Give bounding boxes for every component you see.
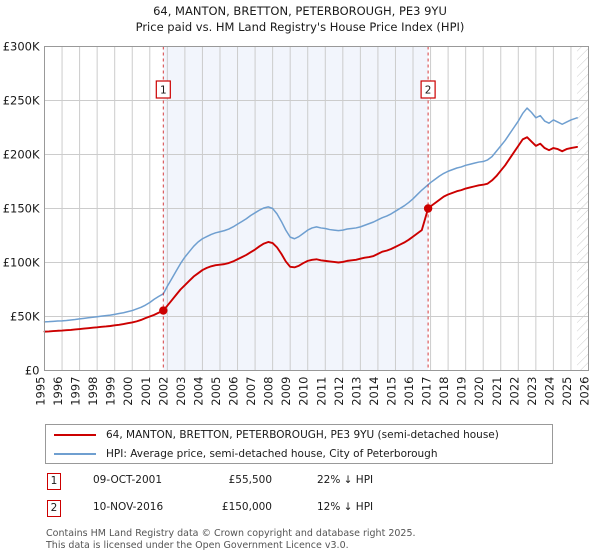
x-axis-tick-label: 2006 <box>227 377 241 406</box>
footer-line-2: This data is licensed under the Open Gov… <box>46 539 349 551</box>
x-axis-tick-label: 2009 <box>279 377 293 406</box>
transaction-delta-2: 12% ↓ HPI <box>317 501 374 513</box>
x-axis-tick-label: 2017 <box>420 377 434 406</box>
x-axis-tick-label: 2005 <box>209 377 223 406</box>
x-axis-tick-label: 1996 <box>51 377 65 406</box>
x-axis-tick-label: 1998 <box>86 377 100 406</box>
y-axis-tick-label: £250K <box>3 94 40 108</box>
transaction-badge-1: 1 <box>47 473 61 490</box>
x-axis-tick-label: 2007 <box>244 377 258 406</box>
y-axis-tick-label: £50K <box>10 310 40 324</box>
x-axis-tick-label: 2024 <box>542 377 556 406</box>
y-axis-tick-label: £100K <box>3 256 40 270</box>
marker-badge-box <box>420 80 436 99</box>
footer-line-1: Contains HM Land Registry data © Crown c… <box>46 528 416 539</box>
x-axis-tick-label: 2002 <box>156 377 170 406</box>
transaction-date-1: 09-OCT-2001 <box>93 474 162 486</box>
x-axis-tick-label: 2011 <box>314 377 328 406</box>
x-axis-tick-label: 2013 <box>349 377 363 406</box>
series-hpi <box>43 107 578 323</box>
x-axis-tick-label: 2018 <box>437 377 451 406</box>
y-axis-tick-label: £200K <box>3 148 40 162</box>
x-axis-tick-label: 2014 <box>367 377 381 406</box>
legend-item-hpi: HPI: Average price, semi-detached house,… <box>46 444 552 463</box>
transaction-price-2: £150,000 <box>221 501 272 513</box>
x-axis-tick-label: 1999 <box>104 377 118 406</box>
x-axis-tick-label: 2019 <box>455 377 469 406</box>
transaction-row-1[interactable]: 1 09-OCT-2001 £55,500 22% ↓ HPI <box>45 473 553 495</box>
legend-swatch-hpi <box>54 452 96 455</box>
transaction-delta-1: 22% ↓ HPI <box>317 474 374 486</box>
transaction-price-1: £55,500 <box>228 474 272 486</box>
transaction-date-2: 10-NOV-2016 <box>93 501 164 513</box>
y-axis-tick-label: £0 <box>25 364 40 378</box>
chart-title-line-2: Price paid vs. HM Land Registry's House … <box>135 20 465 34</box>
price-history-plot: £0 £50K £100K £150K £200K £250K £300K 1995 1996 1… <box>3 40 592 406</box>
x-axis-tick-label: 2003 <box>174 377 188 406</box>
legend-label-price-paid: 64, MANTON, BRETTON, PETERBOROUGH, PE3 9… <box>106 428 499 441</box>
sale-marker-dot <box>159 306 168 315</box>
chart-title-line-1: 64, MANTON, BRETTON, PETERBOROUGH, PE3 9… <box>153 4 447 18</box>
y-axis-tick-label: £150K <box>3 202 40 216</box>
y-axis-tick-label: £300K <box>3 40 40 54</box>
x-axis-tick-label: 2008 <box>262 377 276 406</box>
x-axis-tick-label: 2021 <box>490 377 504 406</box>
transaction-row-2[interactable]: 2 10-NOV-2016 £150,000 12% ↓ HPI <box>45 500 553 522</box>
x-axis-tick-label: 2004 <box>191 377 205 406</box>
marker-badge-box <box>155 80 171 99</box>
x-axis-tick-label: 2012 <box>332 377 346 406</box>
marker-badge-label: 1 <box>160 85 167 97</box>
series-price-paid <box>43 136 579 333</box>
x-axis-tick-label: 2010 <box>297 377 311 406</box>
chart-legend: 64, MANTON, BRETTON, PETERBOROUGH, PE3 9… <box>45 424 553 464</box>
x-axis-tick-label: 1997 <box>69 377 83 406</box>
x-axis-tick-label: 2016 <box>402 377 416 406</box>
x-axis-tick-label: 2022 <box>507 377 521 406</box>
legend-label-hpi: HPI: Average price, semi-detached house,… <box>106 447 438 460</box>
legend-swatch-price-paid <box>54 433 96 436</box>
x-axis-tick-label: 1995 <box>34 377 48 406</box>
legend-item-price-paid: 64, MANTON, BRETTON, PETERBOROUGH, PE3 9… <box>46 425 552 444</box>
x-axis-tick-label: 2000 <box>121 377 135 406</box>
x-axis-tick-label: 2020 <box>472 377 486 406</box>
x-axis-tick-label: 2015 <box>384 377 398 406</box>
marker-badge-label: 2 <box>425 85 432 97</box>
transaction-badge-2: 2 <box>47 500 61 517</box>
x-axis-tick-label: 2025 <box>560 377 574 406</box>
x-axis-tick-label: 2001 <box>139 377 153 406</box>
x-axis-tick-label: 2026 <box>578 377 592 406</box>
x-axis-tick-label: 2023 <box>525 377 539 406</box>
chart-footer: Contains HM Land Registry data © Crown c… <box>46 528 586 551</box>
sale-marker-dot <box>423 204 433 213</box>
plot-frame <box>44 46 589 371</box>
chart-title: 64, MANTON, BRETTON, PETERBOROUGH, PE3 9… <box>0 3 600 35</box>
